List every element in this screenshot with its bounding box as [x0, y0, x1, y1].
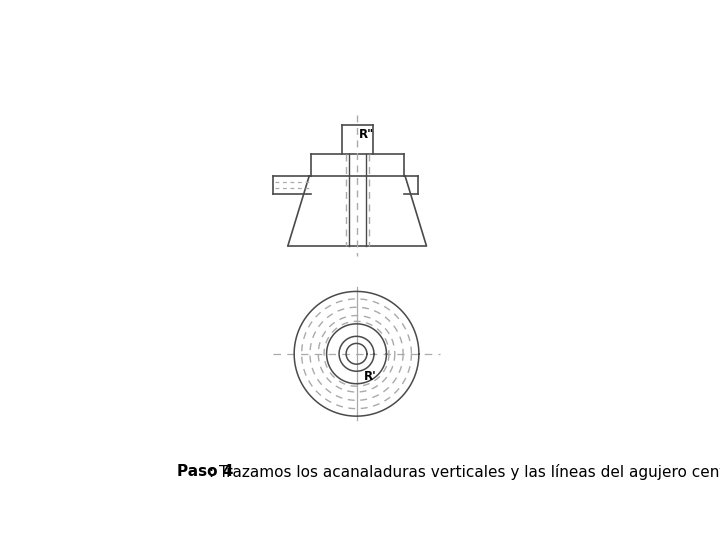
Text: Paso 4: Paso 4 [177, 464, 233, 479]
Text: R": R" [359, 127, 374, 140]
Text: R': R' [364, 369, 377, 382]
Text: : Trazamos los acanaladuras verticales y las líneas del agujero central.: : Trazamos los acanaladuras verticales y… [209, 464, 720, 480]
